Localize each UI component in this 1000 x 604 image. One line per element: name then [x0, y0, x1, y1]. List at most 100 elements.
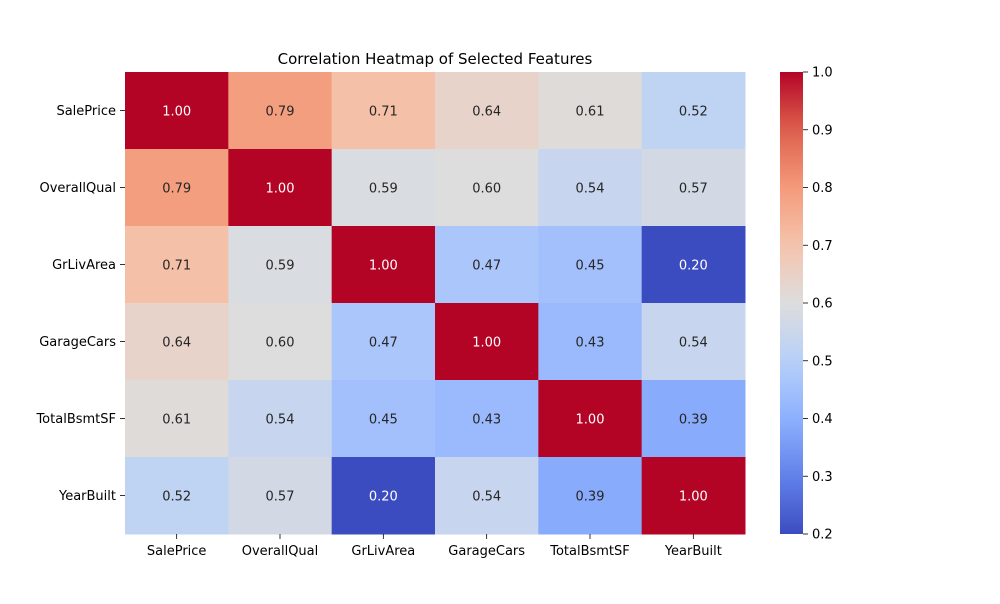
heatmap-cell	[435, 457, 539, 535]
cell-annotation: 0.54	[472, 490, 501, 505]
cell-annotation: 0.57	[679, 182, 708, 197]
heatmap-cell	[435, 226, 539, 304]
colorbar-tick-label: 0.3	[812, 470, 833, 485]
heatmap-cell	[538, 226, 643, 304]
heatmap-cell	[538, 149, 643, 227]
colorbar-tick-label: 0.8	[812, 181, 833, 196]
heatmap-cell	[228, 380, 333, 458]
column-tick-label: GrLivArea	[351, 544, 415, 559]
cell-annotation: 0.20	[369, 490, 398, 505]
cell-annotation: 1.00	[266, 182, 295, 197]
row-tick-labels: SalePrice OverallQual GrLivArea GarageCars T…	[35, 104, 125, 504]
cell-annotation: 1.00	[576, 413, 605, 428]
cell-annotation: 1.00	[679, 490, 708, 505]
cell-annotation: 0.71	[162, 259, 191, 274]
heatmap-cell	[125, 226, 229, 304]
cell-annotation: 0.45	[576, 259, 605, 274]
cell-annotation: 0.71	[369, 105, 398, 120]
cell-annotation: 0.60	[472, 182, 501, 197]
heatmap-cell	[331, 380, 436, 458]
row-tick-label: GarageCars	[39, 335, 116, 350]
row-tick-label: GrLivArea	[52, 258, 116, 273]
row-tick-label: OverallQual	[39, 181, 116, 196]
colorbar-tick-label: 0.4	[812, 412, 833, 427]
heatmap-cell	[125, 72, 229, 150]
colorbar-tick-label: 0.6	[812, 297, 833, 312]
column-tick-label: YearBuilt	[664, 544, 722, 559]
cell-annotation: 0.52	[679, 105, 708, 120]
heatmap-cell	[538, 380, 643, 458]
heatmap-cell	[125, 303, 229, 381]
column-tick-labels: SalePrice OverallQual GrLivArea GarageCars T…	[147, 534, 722, 559]
cell-annotation: 0.20	[679, 259, 708, 274]
heatmap-cell	[331, 72, 436, 150]
cell-annotation: 1.00	[472, 336, 501, 351]
cell-annotations: 1.00 0.79 0.71 0.64 0.61 0.52 0.79 1.00 0.59 0.60…	[162, 105, 708, 505]
heatmap-cell	[435, 72, 539, 150]
row-tick-label: TotalBsmtSF	[35, 412, 116, 427]
cell-annotation: 0.61	[162, 413, 191, 428]
heatmap-cell	[125, 457, 229, 535]
heatmap-cell	[641, 457, 746, 535]
heatmap-cell	[331, 149, 436, 227]
colorbar-tick-label: 0.5	[812, 354, 833, 369]
colorbar-gradient	[780, 72, 803, 534]
heatmap-cells	[125, 72, 746, 535]
row-tick-label: YearBuilt	[58, 489, 116, 504]
cell-annotation: 0.59	[369, 182, 398, 197]
heatmap-cell	[641, 303, 746, 381]
cell-annotation: 0.64	[162, 336, 191, 351]
cell-annotation: 0.60	[266, 336, 295, 351]
cell-annotation: 0.54	[679, 336, 708, 351]
heatmap-cell	[435, 303, 539, 381]
heatmap-cell	[228, 72, 333, 150]
heatmap-cell	[331, 303, 436, 381]
cell-annotation: 0.47	[369, 336, 398, 351]
cell-annotation: 0.47	[472, 259, 501, 274]
cell-annotation: 1.00	[162, 105, 191, 120]
cell-annotation: 0.61	[576, 105, 605, 120]
heatmap-cell	[228, 149, 333, 227]
cell-annotation: 0.39	[576, 490, 605, 505]
heatmap-cell	[641, 72, 746, 150]
colorbar: 0.2 0.3 0.4 0.5 0.6 0.7 0.8 0.9 1.0	[780, 66, 833, 543]
heatmap-cell	[228, 457, 333, 535]
heatmap-cell	[538, 457, 643, 535]
cell-annotation: 0.54	[266, 413, 295, 428]
colorbar-tick-label: 1.0	[812, 66, 833, 81]
cell-annotation: 0.79	[162, 182, 191, 197]
column-tick-label: OverallQual	[242, 544, 319, 559]
heatmap-cell	[641, 226, 746, 304]
heatmap-cell	[538, 72, 643, 150]
heatmap-cell	[228, 226, 333, 304]
heatmap-cell	[435, 380, 539, 458]
cell-annotation: 0.45	[369, 413, 398, 428]
heatmap-cell	[331, 457, 436, 535]
cell-annotation: 0.59	[266, 259, 295, 274]
colorbar-tick-label: 0.9	[812, 123, 833, 138]
colorbar-tick-label: 0.7	[812, 239, 833, 254]
colorbar-tick-label: 0.2	[812, 528, 833, 543]
heatmap-cell	[331, 226, 436, 304]
cell-annotation: 0.43	[472, 413, 501, 428]
cell-annotation: 1.00	[369, 259, 398, 274]
column-tick-label: GarageCars	[448, 544, 525, 559]
heatmap-cell	[641, 149, 746, 227]
column-tick-label: TotalBsmtSF	[549, 544, 630, 559]
heatmap-cell	[228, 303, 333, 381]
heatmap-cell	[641, 380, 746, 458]
heatmap-cell	[435, 149, 539, 227]
cell-annotation: 0.54	[576, 182, 605, 197]
cell-annotation: 0.43	[576, 336, 605, 351]
cell-annotation: 0.52	[162, 490, 191, 505]
column-tick-label: SalePrice	[147, 544, 207, 559]
cell-annotation: 0.64	[472, 105, 501, 120]
heatmap-cell	[125, 149, 229, 227]
chart-title: Correlation Heatmap of Selected Features	[278, 50, 593, 68]
cell-annotation: 0.57	[266, 490, 295, 505]
row-tick-label: SalePrice	[56, 104, 116, 119]
cell-annotation: 0.39	[679, 413, 708, 428]
heatmap-cell	[538, 303, 643, 381]
